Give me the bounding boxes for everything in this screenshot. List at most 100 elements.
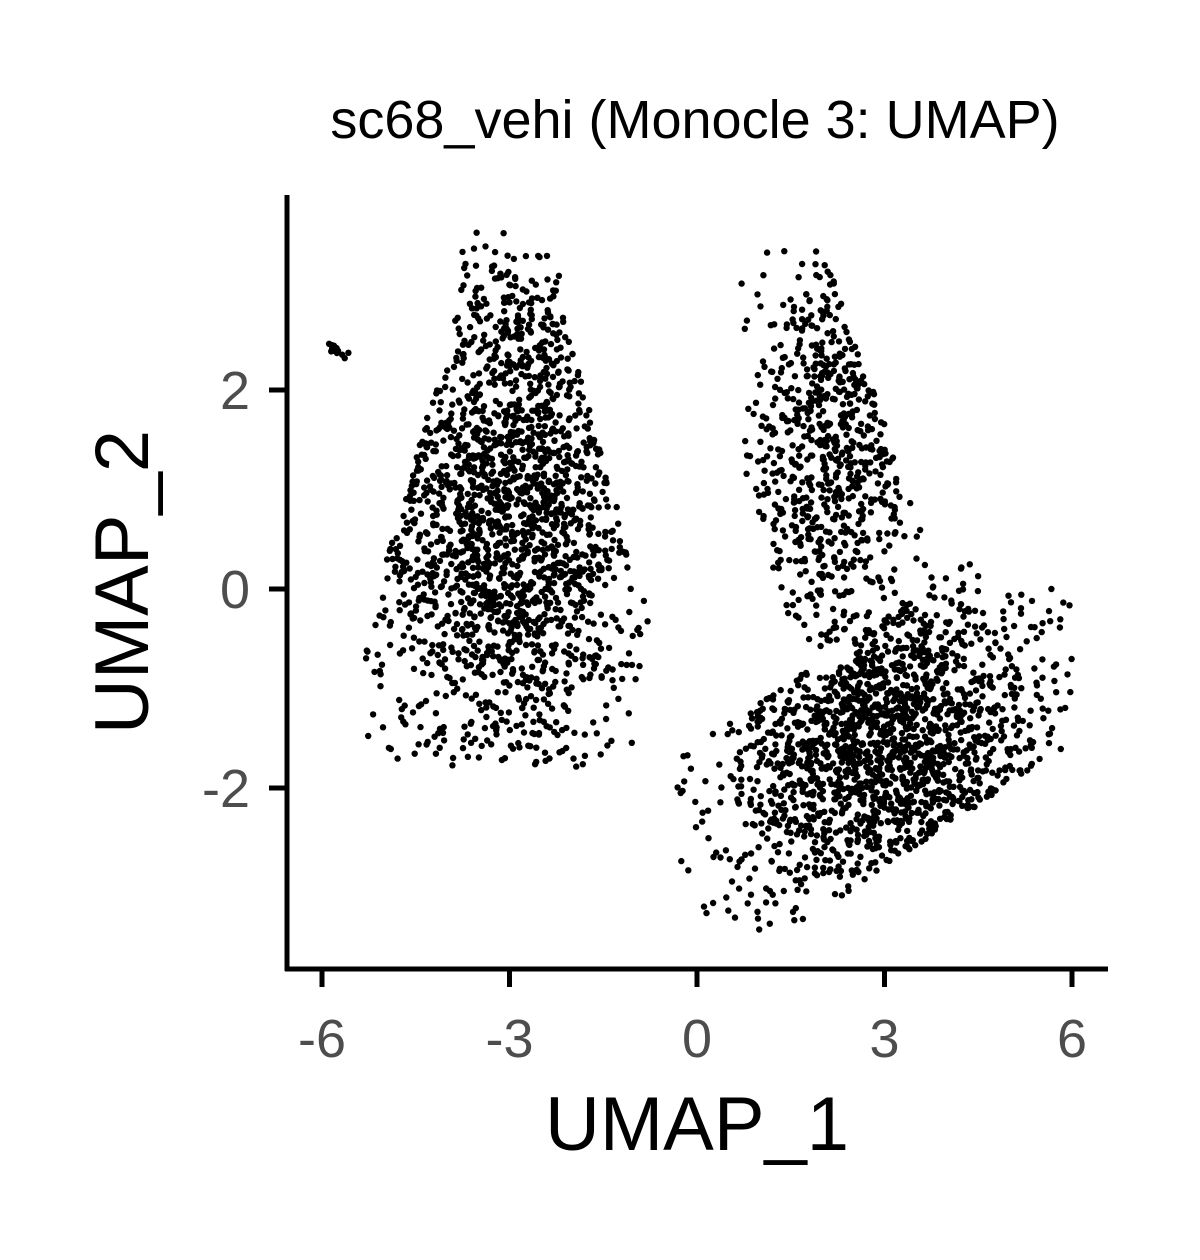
data-point	[396, 599, 403, 606]
data-point	[713, 849, 720, 856]
data-point	[843, 328, 850, 336]
data-point	[488, 267, 496, 275]
data-point	[792, 558, 800, 565]
data-point	[780, 301, 787, 309]
data-point	[854, 831, 862, 839]
data-point	[448, 560, 455, 568]
data-point	[771, 765, 778, 772]
data-point	[569, 574, 576, 581]
data-point	[506, 459, 514, 466]
data-point	[904, 760, 911, 767]
data-point	[821, 262, 828, 269]
data-point	[845, 801, 852, 808]
data-point	[473, 284, 481, 292]
data-point	[1003, 633, 1010, 641]
data-point	[736, 749, 744, 756]
data-point	[536, 717, 543, 724]
data-point	[845, 883, 852, 890]
data-point	[576, 463, 583, 470]
data-point	[546, 388, 553, 395]
data-point	[448, 410, 455, 417]
data-point	[507, 368, 514, 375]
data-point	[833, 636, 840, 643]
data-point	[768, 858, 775, 865]
data-point	[930, 657, 937, 664]
data-point	[517, 438, 524, 445]
data-point	[518, 555, 526, 562]
data-point	[764, 729, 772, 736]
data-point	[553, 331, 560, 338]
data-point	[814, 703, 821, 710]
data-point	[424, 548, 432, 555]
data-point	[776, 453, 784, 460]
data-point	[893, 488, 900, 495]
data-point	[623, 661, 630, 669]
data-point	[494, 643, 501, 650]
data-point	[778, 806, 785, 814]
data-point	[742, 851, 749, 858]
data-point	[477, 610, 484, 617]
data-point	[905, 632, 913, 639]
data-point	[499, 335, 506, 342]
data-point	[891, 740, 898, 747]
data-point	[818, 481, 825, 489]
data-point	[487, 495, 494, 502]
data-point	[523, 348, 530, 356]
data-point	[1057, 706, 1064, 713]
data-point	[551, 437, 558, 444]
data-point	[854, 426, 861, 434]
data-point	[882, 695, 890, 703]
data-point	[849, 369, 857, 377]
data-point	[849, 824, 856, 832]
data-point	[542, 414, 549, 421]
data-point	[499, 619, 507, 626]
data-point	[564, 355, 571, 362]
data-point	[968, 640, 975, 647]
data-point	[467, 661, 475, 669]
data-point	[817, 697, 825, 705]
data-point	[766, 787, 773, 795]
data-point	[754, 371, 761, 379]
data-point	[822, 528, 830, 535]
data-point	[510, 412, 517, 419]
data-point	[824, 297, 831, 304]
data-point	[527, 328, 534, 335]
data-point	[730, 775, 737, 783]
data-point	[593, 637, 601, 644]
data-point	[797, 780, 804, 787]
data-point	[462, 458, 470, 466]
data-point	[542, 357, 549, 364]
data-point	[480, 295, 488, 303]
data-point	[1056, 624, 1064, 631]
data-point	[585, 522, 592, 529]
data-point	[537, 464, 544, 471]
data-point	[796, 452, 803, 459]
data-point	[991, 710, 999, 717]
data-point	[909, 733, 917, 741]
data-point	[492, 347, 499, 354]
data-point	[579, 661, 587, 668]
data-point	[452, 610, 459, 617]
data-point	[954, 746, 961, 753]
data-point	[564, 506, 572, 513]
data-point	[546, 295, 554, 302]
data-point	[520, 581, 527, 588]
data-point	[835, 484, 842, 492]
data-point	[949, 650, 956, 657]
data-point	[818, 494, 825, 501]
data-point	[430, 474, 438, 482]
data-point	[601, 533, 609, 540]
data-point	[823, 475, 830, 482]
data-point	[522, 676, 529, 684]
data-point	[420, 669, 427, 677]
data-point	[685, 867, 692, 874]
data-point	[805, 389, 813, 397]
data-point	[518, 370, 525, 378]
data-point	[840, 729, 847, 736]
data-point	[450, 625, 458, 633]
data-point	[466, 637, 473, 644]
data-point	[942, 722, 949, 729]
data-point	[534, 485, 541, 492]
data-point	[824, 432, 832, 440]
data-point	[784, 395, 791, 402]
